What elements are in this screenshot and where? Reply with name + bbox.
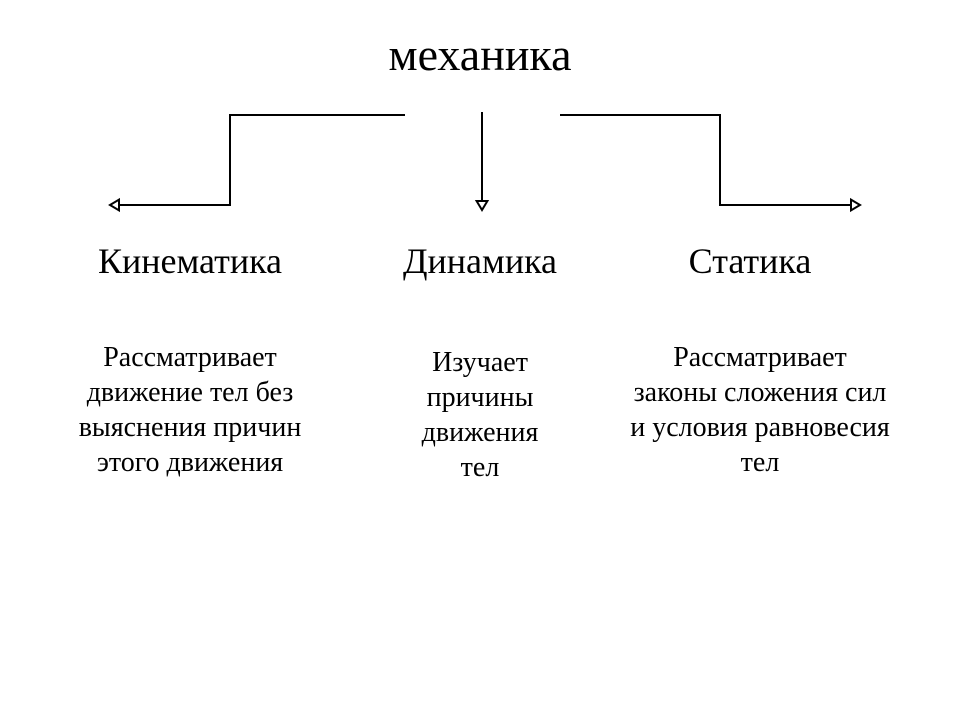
branch-title-kinematics: Кинематика [60, 240, 320, 282]
connector-left [110, 115, 405, 205]
arrowhead-right-icon [851, 200, 860, 211]
connector-right [560, 115, 860, 205]
branch-desc-kinematics: Рассматривает движение тел без выяснения… [50, 340, 330, 480]
branch-desc-statics: Рассматривает законы сложения сил и усло… [630, 340, 890, 480]
branch-desc-dynamics: Изучает причины движения тел [400, 345, 560, 485]
arrowhead-left-icon [110, 200, 119, 211]
diagram-canvas: механика Кинематика Рассматривает движен… [0, 0, 960, 720]
branch-title-statics: Статика [640, 240, 860, 282]
arrowhead-center-icon [477, 201, 488, 210]
branch-title-dynamics: Динамика [370, 240, 590, 282]
